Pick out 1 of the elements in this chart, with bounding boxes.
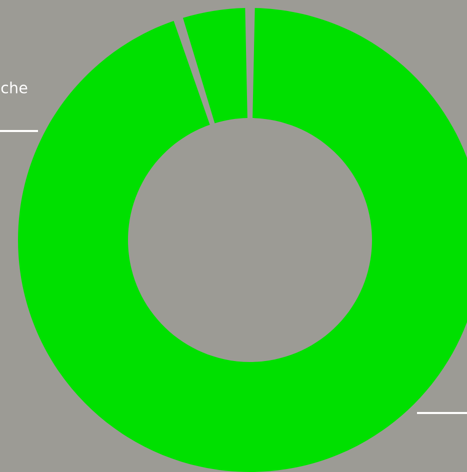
- slice-label: che: [1, 82, 28, 94]
